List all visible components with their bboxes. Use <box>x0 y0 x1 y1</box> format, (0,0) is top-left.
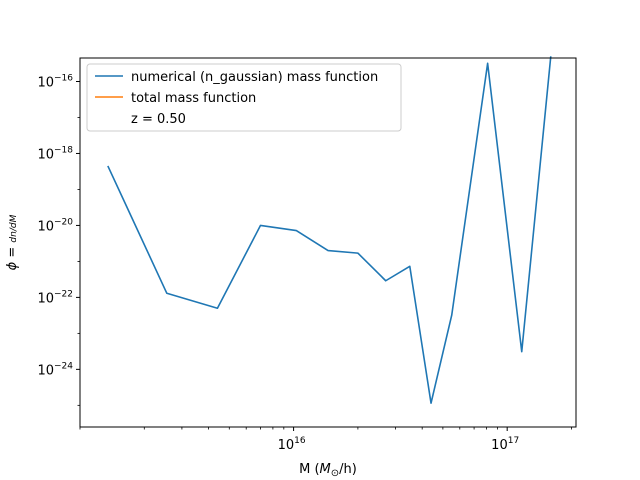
series-layer <box>107 56 552 404</box>
ticks-layer: 1016 1017 10−24 10−22 10−20 10−18 10−16 <box>37 74 572 453</box>
y-tick-label: 10−24 <box>37 361 73 378</box>
legend: numerical (n_gaussian) mass function tota… <box>86 63 402 132</box>
legend-box <box>86 63 402 132</box>
legend-label-0: numerical (n_gaussian) mass function <box>131 70 378 85</box>
series-line-0 <box>107 56 552 404</box>
x-tick-label: 1017 <box>491 436 519 453</box>
x-axis-label: M (M⊙/h) <box>299 462 357 479</box>
x-tick-label: 1016 <box>278 436 306 453</box>
y-tick-label: 10−20 <box>37 217 73 234</box>
y-axis-label: ϕ = dn/dM <box>5 214 20 270</box>
axes-frame <box>79 57 577 428</box>
y-tick-label: 10−16 <box>37 74 73 91</box>
y-tick-label: 10−18 <box>37 145 73 162</box>
legend-label-1: total mass function <box>131 91 256 106</box>
legend-label-2: z = 0.50 <box>131 112 186 127</box>
y-tick-label: 10−22 <box>37 289 73 306</box>
